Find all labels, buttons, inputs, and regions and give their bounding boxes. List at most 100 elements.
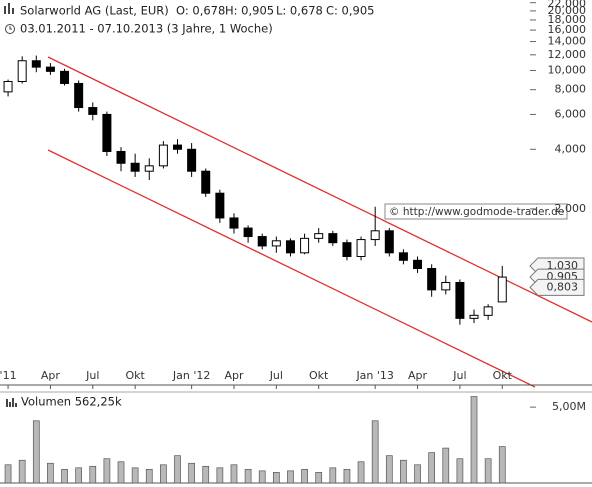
candle-body bbox=[271, 240, 281, 247]
candle-body bbox=[441, 281, 451, 291]
candle-body bbox=[215, 192, 225, 219]
copyright-box bbox=[384, 203, 568, 220]
volume-bar bbox=[385, 455, 393, 484]
candle-body bbox=[285, 240, 295, 254]
candle-body bbox=[300, 237, 310, 254]
candle-body bbox=[398, 252, 408, 261]
stat: O: 0,678 bbox=[176, 4, 225, 18]
volume-bar bbox=[89, 465, 97, 484]
candle-body bbox=[187, 148, 197, 172]
x-tick-label: Okt bbox=[493, 369, 513, 382]
candle-body bbox=[158, 144, 168, 167]
volume-bar bbox=[301, 468, 308, 484]
y-tick-label: 10,000 bbox=[548, 63, 587, 76]
volume-bar bbox=[4, 464, 12, 484]
volume-bar bbox=[343, 468, 351, 484]
volume-bar bbox=[61, 468, 68, 484]
x-tick-label: Jan '12 bbox=[172, 369, 210, 382]
candle-body bbox=[102, 113, 112, 152]
volume-bar bbox=[287, 470, 294, 484]
candle-body bbox=[497, 276, 507, 303]
volume-bar bbox=[75, 467, 83, 484]
volume-bar bbox=[414, 464, 421, 484]
volume-bar bbox=[371, 420, 379, 484]
x-tick-label: Okt bbox=[309, 369, 329, 382]
volume-bar bbox=[160, 464, 167, 484]
candle-body bbox=[74, 82, 84, 109]
x-tick-label: Apr bbox=[41, 369, 61, 382]
volume-bar bbox=[47, 462, 54, 484]
y-tick-label: 8,000 bbox=[555, 83, 587, 96]
candle-body bbox=[45, 66, 55, 72]
y-tick-label: 5,00M bbox=[552, 400, 586, 413]
candle-body bbox=[455, 281, 465, 319]
volume-bar bbox=[470, 396, 478, 484]
volume-bar bbox=[230, 464, 238, 484]
candle-body bbox=[60, 70, 70, 84]
volume-bar bbox=[216, 467, 224, 484]
x-tick-label: Jul bbox=[452, 369, 466, 382]
volume-bar bbox=[174, 455, 181, 484]
volume-bar bbox=[484, 458, 492, 484]
clock-icon bbox=[5, 24, 15, 34]
candle-body bbox=[384, 230, 394, 254]
price-tag bbox=[529, 278, 585, 296]
candle-body bbox=[413, 259, 423, 269]
y-tick-label: 12,000 bbox=[548, 48, 587, 61]
candle-body bbox=[3, 80, 13, 93]
stat: C: 0,905 bbox=[326, 4, 374, 18]
y-tick-label: 2,000 bbox=[555, 202, 587, 215]
x-tick-label: Okt bbox=[125, 369, 145, 382]
volume-bar bbox=[117, 461, 125, 484]
volume-bar bbox=[32, 420, 40, 484]
stat: H: 0,905 bbox=[225, 4, 274, 18]
candle-body bbox=[229, 217, 239, 229]
candle-body bbox=[116, 150, 126, 164]
volume-bar bbox=[329, 467, 337, 484]
y-tick-label: 6,000 bbox=[555, 107, 587, 120]
price-tag-label: 0,803 bbox=[547, 280, 579, 293]
candle-body bbox=[342, 242, 352, 257]
candle-body bbox=[130, 162, 140, 172]
volume-bar bbox=[103, 458, 111, 484]
y-tick-label: 18,000 bbox=[548, 13, 587, 26]
volume-bar bbox=[442, 447, 450, 484]
stat: L: 0,678 bbox=[276, 4, 323, 18]
y-tick-label: 14,000 bbox=[548, 35, 587, 48]
y-tick-label: 4,000 bbox=[555, 142, 587, 155]
x-tick-label: Jul bbox=[85, 369, 99, 382]
header: Solarworld AG (Last, EUR) O: 0,678 H: 0,… bbox=[4, 3, 374, 36]
candle-body bbox=[88, 107, 98, 115]
volume-bar bbox=[272, 472, 280, 484]
clock-hands bbox=[9, 26, 12, 30]
candle-body bbox=[356, 239, 366, 257]
y-tick-label: 22,000 bbox=[548, 0, 587, 10]
x-tick-label: Jul bbox=[269, 369, 283, 382]
x-tick-label: Jan '13 bbox=[355, 369, 393, 382]
y-tick-label: 20,000 bbox=[548, 4, 587, 17]
chart-icon bbox=[4, 3, 14, 14]
candle-body bbox=[144, 165, 154, 172]
copyright: © http://www.godmode-trader.de bbox=[389, 206, 564, 218]
candle-body bbox=[469, 314, 479, 319]
candle-body bbox=[17, 60, 27, 82]
candle-body bbox=[31, 60, 41, 68]
volume-bar bbox=[400, 459, 407, 484]
candle-body bbox=[314, 233, 324, 239]
candle-body bbox=[483, 306, 493, 316]
x-tick-label: '11 bbox=[0, 369, 17, 382]
candle-body bbox=[257, 236, 267, 247]
candle-body bbox=[243, 227, 253, 238]
candle-body bbox=[370, 230, 380, 241]
volume-bar bbox=[456, 458, 464, 484]
volume-bar bbox=[18, 459, 26, 484]
volume-bar bbox=[428, 452, 436, 484]
volume-icon bbox=[6, 398, 17, 407]
volume-bar bbox=[188, 462, 195, 484]
candle-body bbox=[328, 233, 338, 244]
candle-body bbox=[173, 144, 182, 150]
volume-bar bbox=[258, 470, 266, 484]
volume-bar bbox=[498, 446, 506, 484]
y-tick-label: 16,000 bbox=[548, 23, 587, 36]
